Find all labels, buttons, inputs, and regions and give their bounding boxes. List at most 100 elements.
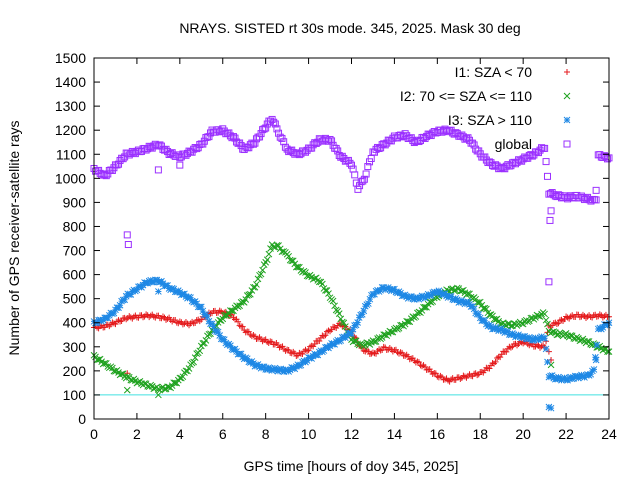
series-1-point	[319, 280, 326, 288]
series-2-point	[178, 291, 185, 299]
series-2-point	[164, 282, 171, 289]
series-1-point	[254, 275, 262, 283]
series-1-point	[182, 367, 190, 375]
series-2-point	[110, 309, 118, 317]
series-2-point	[547, 372, 554, 380]
series-2-point	[564, 376, 571, 384]
series-2-point	[427, 292, 435, 299]
legend-marker-0	[564, 69, 570, 75]
series-2-point	[230, 346, 237, 354]
series-2-point	[185, 293, 193, 301]
series-2-point	[121, 296, 129, 304]
series-2-point	[208, 320, 216, 328]
series-2-point	[223, 341, 231, 349]
series-2-point	[338, 334, 346, 341]
series-2-point	[216, 332, 224, 339]
series-1-point	[202, 336, 210, 344]
y-tick-label: 700	[63, 243, 87, 259]
series-0-point	[239, 323, 246, 330]
series-2-point	[604, 321, 611, 329]
series-2-point	[565, 374, 573, 382]
series-0-point	[507, 344, 514, 351]
series-0-point	[279, 343, 286, 350]
series-3-point	[349, 165, 357, 173]
series-2-point	[243, 355, 251, 363]
series-1-point	[535, 312, 542, 320]
series-1-point	[483, 305, 490, 313]
series-2-point	[104, 314, 112, 322]
series-2-point	[481, 317, 489, 325]
series-1-point	[325, 290, 332, 297]
series-1-point	[257, 270, 265, 278]
series-1-point	[331, 302, 338, 310]
x-tick-label: 16	[430, 426, 446, 442]
series-3-point	[273, 125, 281, 133]
x-tick-label: 18	[472, 426, 488, 442]
x-tick-label: 0	[90, 426, 98, 442]
series-2-point	[109, 310, 116, 318]
series-2-point	[204, 313, 211, 321]
y-tick-label: 1000	[55, 170, 86, 186]
series-1-point	[476, 298, 484, 306]
series-2-point	[122, 292, 130, 300]
series-2-point	[314, 351, 322, 359]
x-tick-label: 10	[301, 426, 317, 442]
series-1-point	[302, 269, 309, 276]
x-tick-label: 2	[133, 426, 141, 442]
series-2-point	[527, 334, 535, 342]
series-2-point	[265, 364, 273, 371]
series-0-point	[419, 363, 426, 370]
series-3-point	[541, 144, 549, 152]
series-1-point	[179, 373, 187, 381]
series-2-point	[440, 290, 447, 298]
series-3-point	[270, 118, 278, 126]
series-0-point	[415, 359, 422, 366]
series-2-point	[351, 322, 358, 329]
x-tick-label: 20	[515, 426, 531, 442]
series-2-point	[360, 307, 368, 315]
series-3-point	[351, 171, 359, 179]
series-1-point	[458, 287, 466, 295]
series-2-point	[161, 282, 168, 290]
series-2-point	[326, 342, 334, 350]
series-0-point	[497, 354, 504, 361]
series-2-point	[288, 364, 296, 371]
series-2-point	[139, 281, 147, 289]
series-2-point	[168, 284, 176, 292]
series-2-point	[254, 361, 262, 368]
series-2-point	[276, 366, 283, 373]
series-2-point	[368, 291, 375, 299]
series-1-point	[275, 242, 282, 249]
series-1-point	[315, 278, 323, 286]
series-2-point	[115, 304, 122, 312]
series-2-point	[297, 361, 305, 369]
series-0-point	[414, 358, 421, 365]
series-3-outlier	[176, 161, 184, 169]
series-1-point	[236, 302, 243, 310]
series-2-point	[392, 288, 400, 296]
series-2-point	[210, 323, 217, 330]
y-tick-label: 1200	[55, 122, 86, 138]
series-0-point	[553, 320, 560, 327]
series-0-point	[305, 347, 312, 354]
series-0-point	[402, 352, 409, 359]
series-2-point	[250, 360, 257, 367]
series-2-point	[214, 328, 222, 336]
series-3-point	[354, 185, 362, 193]
y-tick-label: 1500	[55, 50, 86, 66]
series-2-point	[355, 314, 363, 321]
series-2-point	[365, 300, 372, 307]
series-2-point	[587, 370, 595, 378]
series-1-outlier	[547, 361, 555, 369]
series-2-point	[231, 345, 239, 353]
series-0-point	[311, 341, 318, 348]
y-tick-label: 500	[63, 291, 87, 307]
series-1-point	[245, 291, 253, 299]
series-3-point	[603, 155, 611, 163]
series-1-point	[292, 263, 300, 271]
legend: I1: SZA < 70 I2: 70 <= SZA <= 110 I3: SZA …	[400, 64, 571, 152]
series-0-point	[327, 328, 334, 335]
series-2-point	[133, 286, 141, 294]
series-2-point	[391, 285, 398, 293]
series-1-point	[481, 304, 489, 312]
